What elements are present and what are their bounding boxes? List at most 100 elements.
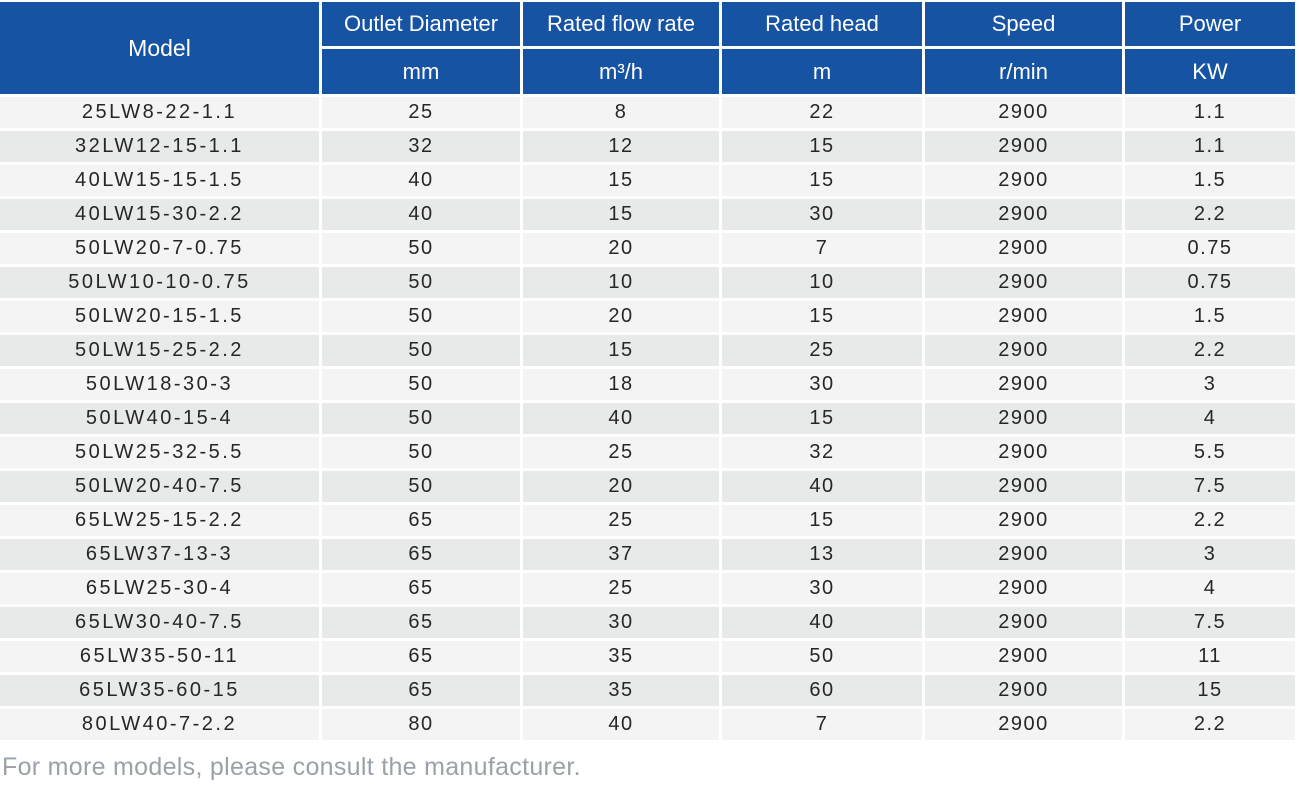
model-cell: 65LW35-50-11 [0,641,319,672]
outlet-diameter-cell: 40 [322,165,520,196]
spec-table: Model Outlet Diameter Rated flow rate Ra… [0,2,1295,740]
model-cell: 50LW20-40-7.5 [0,471,319,502]
power-cell: 3 [1125,539,1295,570]
rated-head-cell: 40 [722,471,922,502]
power-cell: 2.2 [1125,505,1295,536]
outlet-diameter-cell: 50 [322,335,520,366]
model-cell: 65LW37-13-3 [0,539,319,570]
rated-head-cell: 10 [722,267,922,298]
power-cell: 1.5 [1125,301,1295,332]
rated-head-cell: 13 [722,539,922,570]
power-cell: 2.2 [1125,199,1295,230]
power-cell: 1.1 [1125,131,1295,162]
speed-cell: 2900 [925,607,1122,638]
footer-note: For more models, please consult the manu… [2,753,581,781]
unit-power: KW [1125,49,1295,94]
speed-cell: 2900 [925,97,1122,128]
model-cell: 50LW25-32-5.5 [0,437,319,468]
header-model: Model [0,2,319,94]
power-cell: 11 [1125,641,1295,672]
outlet-diameter-cell: 50 [322,267,520,298]
outlet-diameter-cell: 40 [322,199,520,230]
power-cell: 7.5 [1125,471,1295,502]
model-cell: 32LW12-15-1.1 [0,131,319,162]
power-cell: 0.75 [1125,233,1295,264]
rated-head-cell: 15 [722,301,922,332]
speed-cell: 2900 [925,573,1122,604]
header-outlet-diameter: Outlet Diameter [322,2,520,46]
model-cell: 50LW15-25-2.2 [0,335,319,366]
speed-cell: 2900 [925,539,1122,570]
rated-head-cell: 30 [722,369,922,400]
flow-rate-cell: 20 [523,301,719,332]
rated-head-cell: 40 [722,607,922,638]
model-cell: 80LW40-7-2.2 [0,709,319,740]
model-cell: 50LW18-30-3 [0,369,319,400]
flow-rate-cell: 25 [523,573,719,604]
speed-cell: 2900 [925,233,1122,264]
model-cell: 50LW10-10-0.75 [0,267,319,298]
rated-head-cell: 22 [722,97,922,128]
header-speed: Speed [925,2,1122,46]
outlet-diameter-cell: 65 [322,573,520,604]
model-cell: 40LW15-30-2.2 [0,199,319,230]
flow-rate-cell: 40 [523,709,719,740]
model-cell: 65LW30-40-7.5 [0,607,319,638]
power-cell: 1.5 [1125,165,1295,196]
power-cell: 7.5 [1125,607,1295,638]
flow-rate-cell: 10 [523,267,719,298]
outlet-diameter-cell: 65 [322,641,520,672]
model-cell: 50LW40-15-4 [0,403,319,434]
rated-head-cell: 30 [722,573,922,604]
outlet-diameter-cell: 65 [322,539,520,570]
outlet-diameter-cell: 25 [322,97,520,128]
speed-cell: 2900 [925,437,1122,468]
rated-head-cell: 7 [722,233,922,264]
outlet-diameter-cell: 65 [322,505,520,536]
rated-head-cell: 15 [722,403,922,434]
speed-cell: 2900 [925,131,1122,162]
speed-cell: 2900 [925,199,1122,230]
flow-rate-cell: 25 [523,437,719,468]
outlet-diameter-cell: 50 [322,403,520,434]
power-cell: 5.5 [1125,437,1295,468]
power-cell: 4 [1125,573,1295,604]
unit-outlet-diameter: mm [322,49,520,94]
outlet-diameter-cell: 50 [322,301,520,332]
model-cell: 65LW25-15-2.2 [0,505,319,536]
flow-rate-cell: 15 [523,165,719,196]
rated-head-cell: 50 [722,641,922,672]
model-cell: 50LW20-7-0.75 [0,233,319,264]
outlet-diameter-cell: 65 [322,607,520,638]
outlet-diameter-cell: 50 [322,369,520,400]
power-cell: 1.1 [1125,97,1295,128]
speed-cell: 2900 [925,369,1122,400]
flow-rate-cell: 18 [523,369,719,400]
model-cell: 65LW35-60-15 [0,675,319,706]
rated-head-cell: 15 [722,131,922,162]
flow-rate-cell: 8 [523,97,719,128]
power-cell: 4 [1125,403,1295,434]
speed-cell: 2900 [925,165,1122,196]
speed-cell: 2900 [925,641,1122,672]
speed-cell: 2900 [925,335,1122,366]
speed-cell: 2900 [925,709,1122,740]
model-cell: 25LW8-22-1.1 [0,97,319,128]
unit-rated-head: m [722,49,922,94]
flow-rate-cell: 37 [523,539,719,570]
speed-cell: 2900 [925,505,1122,536]
power-cell: 2.2 [1125,709,1295,740]
flow-rate-cell: 35 [523,675,719,706]
flow-rate-cell: 30 [523,607,719,638]
power-cell: 15 [1125,675,1295,706]
rated-head-cell: 7 [722,709,922,740]
flow-rate-cell: 35 [523,641,719,672]
rated-head-cell: 15 [722,165,922,196]
outlet-diameter-cell: 65 [322,675,520,706]
unit-rated-flow-rate: m³/h [523,49,719,94]
outlet-diameter-cell: 50 [322,233,520,264]
speed-cell: 2900 [925,675,1122,706]
model-cell: 50LW20-15-1.5 [0,301,319,332]
power-cell: 3 [1125,369,1295,400]
